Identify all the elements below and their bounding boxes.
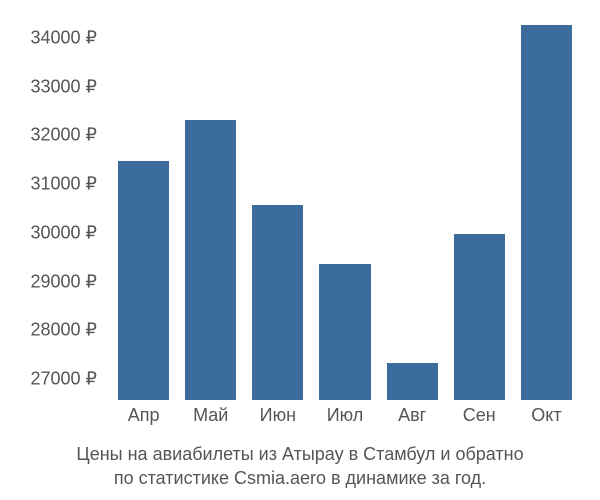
y-tick-label: 29000 ₽: [30, 271, 97, 292]
x-tick-label: Июн: [252, 405, 303, 426]
bar: [454, 234, 505, 400]
chart-caption: Цены на авиабилеты из Атырау в Стамбул и…: [0, 442, 600, 491]
y-tick-label: 33000 ₽: [30, 76, 97, 97]
y-axis-ticks: 27000 ₽ 28000 ₽ 29000 ₽ 30000 ₽ 31000 ₽ 32000…: [0, 10, 105, 400]
y-tick-label: 28000 ₽: [30, 320, 97, 341]
caption-line-2: по статистике Csmia.aero в динамике за г…: [0, 466, 600, 490]
y-tick-label: 30000 ₽: [30, 222, 97, 243]
y-tick-label: 27000 ₽: [30, 369, 97, 390]
bars-container: [110, 10, 580, 400]
caption-line-1: Цены на авиабилеты из Атырау в Стамбул и…: [0, 442, 600, 466]
bar: [118, 161, 169, 400]
chart-plot-area: [110, 10, 580, 400]
x-tick-label: Окт: [521, 405, 572, 426]
bar: [319, 264, 370, 401]
x-tick-label: Авг: [387, 405, 438, 426]
bar: [252, 205, 303, 400]
x-tick-label: Май: [185, 405, 236, 426]
x-tick-label: Сен: [454, 405, 505, 426]
x-axis-labels: Апр Май Июн Июл Авг Сен Окт: [110, 405, 580, 426]
x-tick-label: Апр: [118, 405, 169, 426]
x-tick-label: Июл: [319, 405, 370, 426]
y-tick-label: 32000 ₽: [30, 125, 97, 146]
bar: [387, 363, 438, 400]
y-tick-label: 34000 ₽: [30, 27, 97, 48]
bar: [521, 25, 572, 400]
bar: [185, 120, 236, 400]
y-tick-label: 31000 ₽: [30, 174, 97, 195]
